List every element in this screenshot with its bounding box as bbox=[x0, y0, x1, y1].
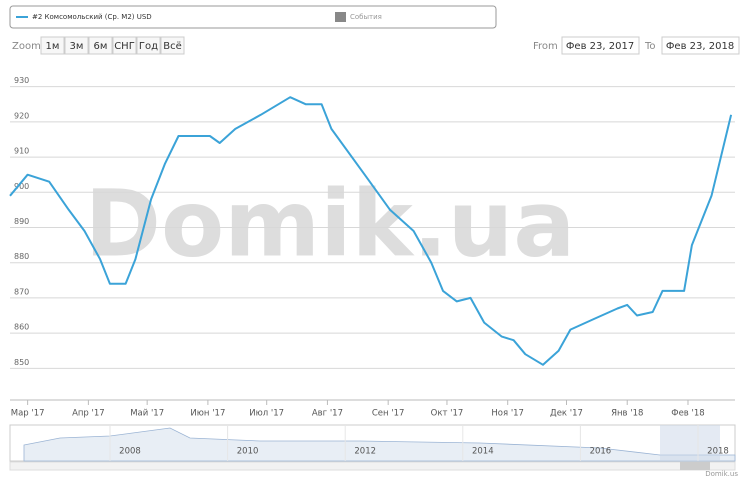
from-value: Фев 23, 2017 bbox=[566, 41, 634, 52]
from-input[interactable] bbox=[561, 36, 640, 55]
events-label[interactable]: События bbox=[350, 13, 382, 21]
zoom-button-label[interactable]: 6м bbox=[94, 41, 108, 52]
scrollbar-thumb[interactable] bbox=[680, 462, 710, 470]
zoom-button-label[interactable]: СНГ bbox=[114, 41, 135, 52]
y-tick-label: 870 bbox=[14, 287, 29, 296]
series-line bbox=[9, 96, 733, 366]
zoom-button[interactable] bbox=[112, 36, 137, 55]
x-tick-label: Дек '17 bbox=[550, 409, 583, 419]
to-input[interactable] bbox=[661, 36, 740, 55]
scrollbar[interactable] bbox=[9, 461, 736, 471]
y-tick-label: 880 bbox=[14, 252, 29, 261]
x-tick-label: Май '17 bbox=[130, 409, 164, 419]
navigator-label: 2008 bbox=[119, 447, 141, 457]
y-tick-label: 930 bbox=[14, 76, 29, 85]
x-tick-label: Мар '17 bbox=[11, 409, 45, 419]
x-tick-label: Сен '17 bbox=[372, 409, 405, 419]
navigator-label: 2014 bbox=[472, 447, 494, 457]
credit: Domik.us bbox=[705, 470, 738, 478]
zoom-button[interactable] bbox=[64, 36, 89, 55]
navigator-labels: 2008 2010 2012 2014 2016 2018 bbox=[109, 425, 729, 461]
legend-box bbox=[9, 5, 497, 29]
x-tick-label: Апр '17 bbox=[72, 409, 105, 419]
navigator-label: 2018 bbox=[707, 447, 729, 457]
zoom-button[interactable] bbox=[40, 36, 65, 55]
zoom-button-label[interactable]: Год bbox=[139, 41, 158, 52]
y-tick-label: 910 bbox=[14, 147, 29, 156]
y-tick-label: 850 bbox=[14, 358, 29, 367]
plot-area: 850 860 870 880 890 900 910 920 930 Мар '17 Апр '1… bbox=[9, 76, 735, 419]
x-tick-label: Янв '18 bbox=[611, 409, 643, 419]
zoom-label: Zoom bbox=[12, 41, 41, 52]
y-tick-label: 890 bbox=[14, 217, 29, 226]
x-tick-label: Ноя '17 bbox=[491, 409, 524, 419]
y-tick-label: 920 bbox=[14, 111, 29, 120]
navigator-label: 2016 bbox=[590, 447, 612, 457]
x-tick-label: Июн '17 bbox=[190, 409, 225, 419]
y-tick-label: 900 bbox=[14, 182, 29, 191]
from-label: From bbox=[533, 41, 558, 52]
x-tick-label: Окт '17 bbox=[431, 409, 464, 419]
x-tick-label: Авг '17 bbox=[312, 409, 343, 419]
events-symbol bbox=[335, 12, 346, 22]
zoom-buttons: 1м 3м 6м СНГ Год Всё bbox=[40, 36, 185, 55]
zoom-button-label[interactable]: 1м bbox=[46, 41, 60, 52]
navigator-label: 2012 bbox=[354, 447, 376, 457]
zoom-button-label[interactable]: Всё bbox=[163, 41, 182, 52]
navigator-label: 2010 bbox=[237, 447, 259, 457]
to-label: To bbox=[644, 41, 656, 52]
watermark: Domik.ua bbox=[85, 170, 576, 277]
x-tick-label: Июл '17 bbox=[249, 409, 284, 419]
zoom-button-label[interactable]: 3м bbox=[70, 41, 84, 52]
zoom-button[interactable] bbox=[88, 36, 113, 55]
navigator-area bbox=[23, 427, 736, 462]
x-tick-label: Фев '18 bbox=[671, 409, 704, 419]
legend-label[interactable]: #2 Комсомольский (Ср. М2) USD bbox=[32, 13, 152, 21]
zoom-button[interactable] bbox=[136, 36, 161, 55]
navigator-mask[interactable] bbox=[660, 425, 720, 461]
y-tick-label: 860 bbox=[14, 323, 29, 332]
to-value: Фев 23, 2018 bbox=[666, 41, 734, 52]
zoom-button[interactable] bbox=[160, 36, 185, 55]
